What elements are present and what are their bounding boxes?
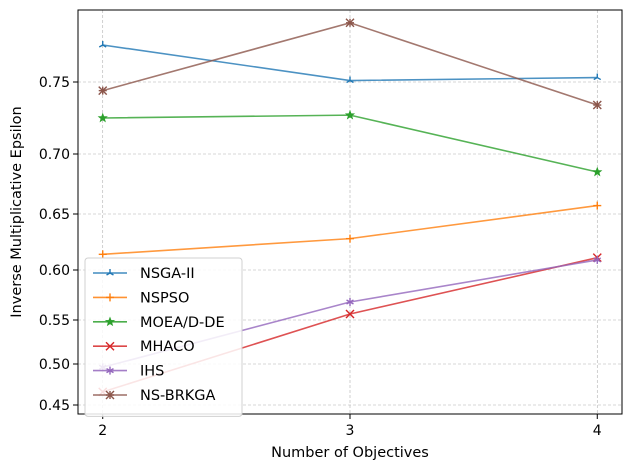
series-line — [102, 114, 598, 173]
data-point — [98, 250, 107, 259]
data-point — [592, 100, 602, 110]
data-point — [345, 309, 355, 319]
legend-entry: NS-BRKGA — [93, 388, 216, 404]
legend-marker — [105, 390, 115, 400]
legend: NSGA-II NSPSO MOEA/D-DE MHACO IHS NS-BRKGA — [84, 257, 243, 417]
legend-label: IHS — [140, 364, 164, 380]
legend-label: NS-BRKGA — [140, 388, 216, 404]
x-axis-label: Number of Objectives — [271, 445, 429, 461]
x-tick-label: 2 — [98, 423, 107, 439]
legend-entry: MHACO — [93, 339, 195, 355]
legend-label: NSPSO — [140, 290, 189, 306]
y-axis-label: Inverse Multiplicative Epsilon — [9, 106, 25, 317]
data-point — [97, 112, 108, 123]
series-moea-d-de — [97, 109, 603, 177]
legend-entry: NSPSO — [93, 290, 189, 306]
data-point — [593, 73, 602, 81]
x-tick-label: 4 — [593, 423, 602, 439]
y-tick-label: 0.75 — [39, 75, 70, 91]
data-point — [344, 109, 356, 120]
series-nsga-ii — [98, 41, 602, 84]
series-nspso — [98, 201, 602, 259]
y-tick-label: 0.55 — [39, 313, 70, 329]
legend-marker — [105, 341, 115, 351]
legend-label: MHACO — [140, 339, 195, 355]
data-point — [346, 234, 354, 243]
legend-marker — [106, 269, 114, 276]
data-point — [346, 298, 354, 306]
legend-entry: IHS — [93, 364, 164, 380]
y-tick-label: 0.65 — [39, 207, 70, 223]
legend-label: NSGA-II — [140, 266, 195, 282]
legend-label: MOEA/D-DE — [140, 315, 225, 331]
y-tick-label: 0.50 — [39, 357, 70, 373]
y-tick-label: 0.45 — [39, 398, 70, 414]
series-ns-brkga — [98, 18, 602, 110]
y-tick-label: 0.60 — [39, 263, 70, 279]
y-tick-label: 0.70 — [39, 147, 70, 163]
legend-marker — [104, 316, 116, 327]
legend-entry: MOEA/D-DE — [93, 315, 225, 331]
data-point — [346, 76, 354, 84]
data-point — [593, 255, 602, 264]
series-lines — [97, 18, 603, 397]
data-point — [98, 86, 108, 96]
data-point — [98, 41, 107, 48]
data-point — [592, 166, 603, 177]
axis-ticks: 2 3 4 0.45 0.50 0.55 0.60 0.65 0.70 0.75 — [39, 75, 602, 439]
data-point — [593, 201, 602, 210]
legend-marker — [106, 366, 114, 375]
data-point — [345, 18, 355, 28]
x-tick-label: 3 — [346, 423, 355, 439]
legend-marker — [106, 293, 114, 302]
legend-entry: NSGA-II — [93, 266, 195, 282]
